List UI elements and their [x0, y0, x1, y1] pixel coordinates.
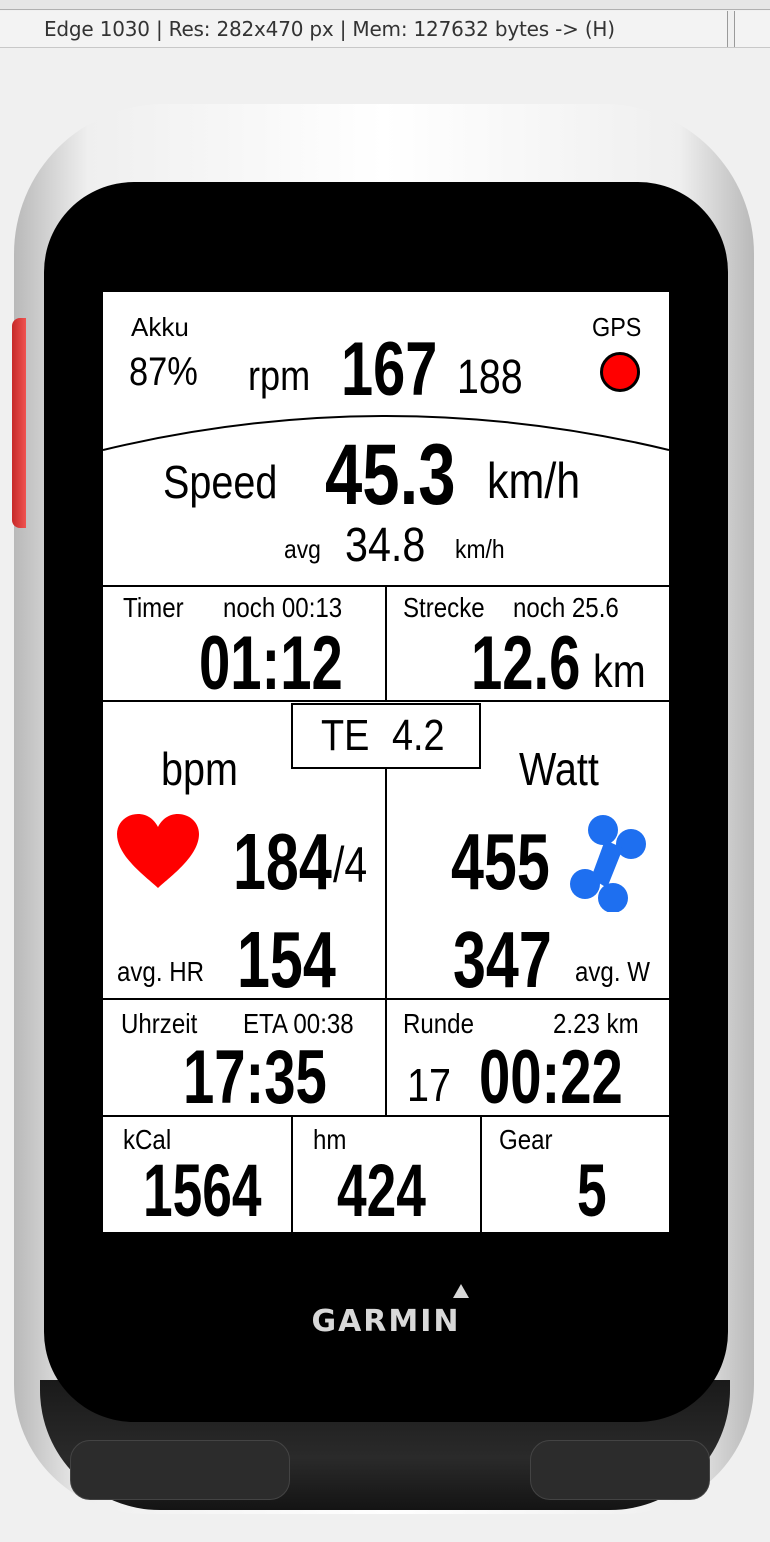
power-value: 455 — [451, 817, 550, 906]
arc-divider — [103, 415, 669, 451]
clock-eta: ETA 00:38 — [243, 1008, 354, 1039]
cadence-value: 167 — [341, 327, 438, 412]
divider-hm-gear — [480, 1115, 482, 1232]
training-effect-label: TE — [321, 711, 370, 760]
device-screen[interactable]: Akku 87% rpm 167 188 GPS Speed 45.3 km/h… — [103, 292, 669, 1232]
gear-value: 5 — [577, 1149, 607, 1232]
heart-rate-avg-label: avg. HR — [117, 956, 204, 987]
divider-clock-lap — [385, 998, 387, 1116]
power-avg-label: avg. W — [575, 956, 650, 987]
calories-value: 1564 — [143, 1149, 262, 1232]
divider-timer-distance — [385, 585, 387, 701]
status-field-secondary — [734, 11, 770, 47]
distance-remaining: noch 25.6 — [513, 592, 619, 623]
bone-power-icon — [570, 815, 646, 912]
lap-time: 00:22 — [479, 1035, 623, 1120]
device-power-button[interactable] — [12, 318, 26, 528]
training-effect-box: TE 4.2 — [291, 703, 481, 769]
speed-avg-unit: km/h — [455, 534, 505, 564]
battery-value: 87% — [129, 350, 198, 394]
divider-hr-power — [385, 768, 387, 1000]
heart-rate-value: 184 — [233, 817, 332, 906]
timer-remaining: noch 00:13 — [223, 592, 343, 623]
distance-unit: km — [593, 645, 646, 697]
power-avg-value: 347 — [453, 915, 552, 1004]
status-field — [0, 11, 728, 47]
lap-label: Runde — [403, 1008, 474, 1039]
divider-bottom-row — [103, 1115, 669, 1117]
power-label: Watt — [519, 743, 599, 795]
divider-kcal-hm — [291, 1115, 293, 1232]
battery-label: Akku — [131, 312, 189, 342]
garmin-logo-triangle-icon — [453, 1284, 469, 1298]
speed-avg-value: 34.8 — [345, 519, 426, 572]
heart-icon — [117, 814, 199, 888]
gps-label: GPS — [592, 312, 642, 342]
timer-label: Timer — [123, 592, 184, 623]
elevation-label: hm — [313, 1124, 347, 1155]
distance-value: 12.6 — [471, 621, 581, 706]
heart-rate-label: bpm — [161, 743, 238, 795]
device-start-stop-button[interactable] — [530, 1440, 710, 1500]
speed-label: Speed — [163, 456, 278, 508]
lap-number: 17 — [407, 1059, 452, 1111]
window-top-edge — [0, 0, 770, 10]
speed-avg-label: avg — [284, 534, 321, 564]
clock-label: Uhrzeit — [121, 1008, 198, 1039]
elevation-value: 424 — [337, 1149, 426, 1232]
speed-unit: km/h — [487, 453, 581, 509]
heart-rate-avg-value: 154 — [237, 915, 336, 1004]
garmin-logo: GARMIN — [311, 1304, 461, 1339]
distance-label: Strecke — [403, 592, 485, 623]
cadence-unit: rpm — [248, 352, 311, 399]
timer-value: 01:12 — [199, 621, 343, 706]
calories-label: kCal — [123, 1124, 172, 1155]
clock-value: 17:35 — [183, 1035, 327, 1120]
simulator-status-bar: Edge 1030 | Res: 282x470 px | Mem: 12763… — [0, 0, 770, 48]
gps-status-dot-icon — [600, 352, 640, 392]
device-lap-button[interactable] — [70, 1440, 290, 1500]
divider-timer-bottom — [103, 700, 669, 702]
status-text: Edge 1030 | Res: 282x470 px | Mem: 12763… — [44, 17, 615, 41]
lap-distance: 2.23 km — [553, 1008, 639, 1039]
gear-label: Gear — [499, 1124, 553, 1155]
training-effect-value: 4.2 — [392, 711, 445, 760]
speed-value: 45.3 — [325, 427, 456, 523]
cadence-max: 188 — [457, 351, 523, 404]
heart-rate-zone: /4 — [333, 837, 368, 893]
